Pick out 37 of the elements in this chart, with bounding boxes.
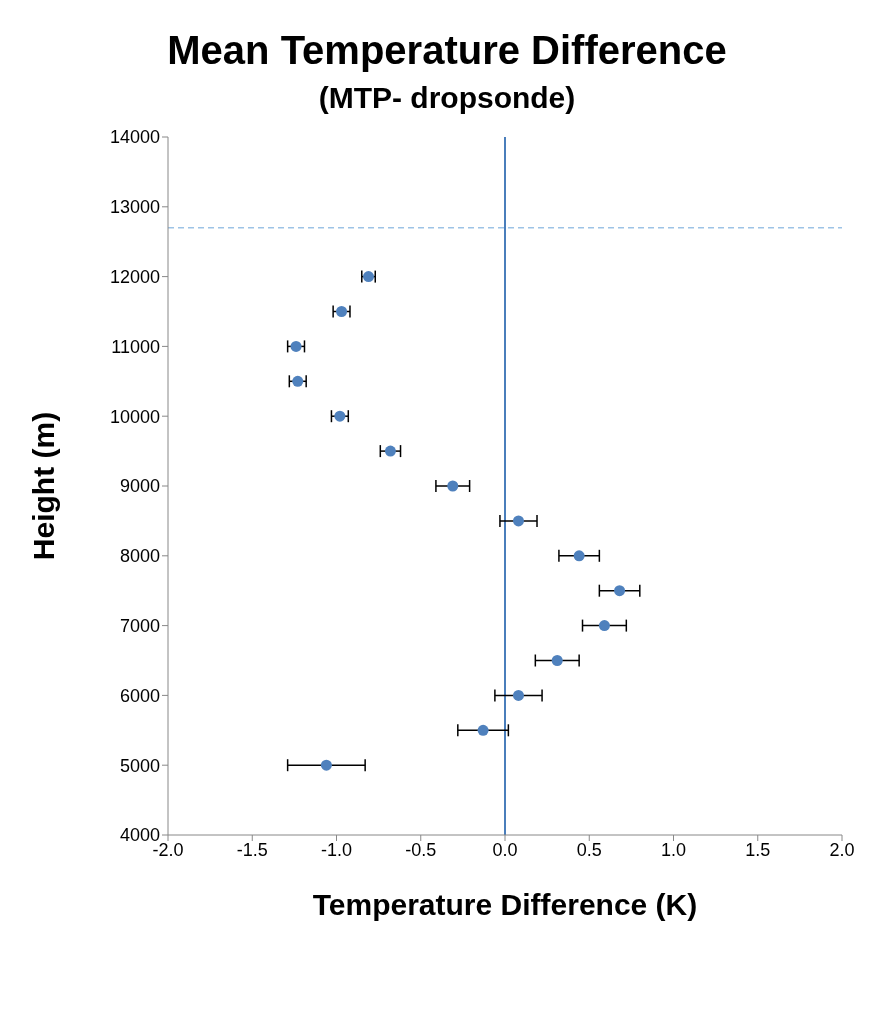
x-axis-title: Temperature Difference (K) (312, 888, 698, 921)
point (334, 410, 346, 422)
x-tick-label: 1.5 (745, 839, 771, 860)
x-tick-label: -1.5 (236, 839, 268, 860)
point (447, 480, 459, 492)
point (292, 375, 304, 387)
point (512, 515, 524, 527)
x-tick-label: -1.0 (320, 839, 353, 860)
point (551, 655, 563, 666)
point (477, 724, 489, 736)
y-tick-label: 7000 (119, 615, 160, 636)
x-tick-label: 0.0 (492, 839, 518, 860)
point (598, 620, 610, 632)
x-tick-label: 1.0 (660, 839, 687, 860)
point (573, 550, 585, 562)
y-tick-label: 11000 (111, 336, 160, 357)
y-tick-label: 13000 (109, 197, 160, 218)
y-tick-label: 9000 (119, 476, 160, 497)
y-tick-label: 10000 (109, 406, 160, 427)
y-tick-label: 8000 (119, 546, 160, 567)
point (290, 340, 302, 352)
y-tick-label: 6000 (119, 685, 160, 706)
point (614, 585, 626, 597)
y-tick-label: 5000 (119, 755, 160, 776)
point (384, 445, 396, 457)
y-tick-label: 12000 (109, 266, 160, 287)
y-tick-label: 4000 (119, 825, 160, 846)
x-tick-label: 2.0 (829, 839, 855, 860)
y-axis-title: Height (m) (26, 411, 60, 561)
point (512, 689, 524, 701)
chart-title: Mean Temperature Difference (166, 28, 728, 73)
point (336, 306, 348, 317)
chart-subtitle: (MTP- dropsonde) (317, 81, 577, 115)
x-tick-label: -0.5 (405, 839, 437, 860)
point (320, 759, 332, 771)
y-tick-label: 14000 (109, 127, 160, 148)
x-tick-label: 0.5 (576, 839, 602, 860)
